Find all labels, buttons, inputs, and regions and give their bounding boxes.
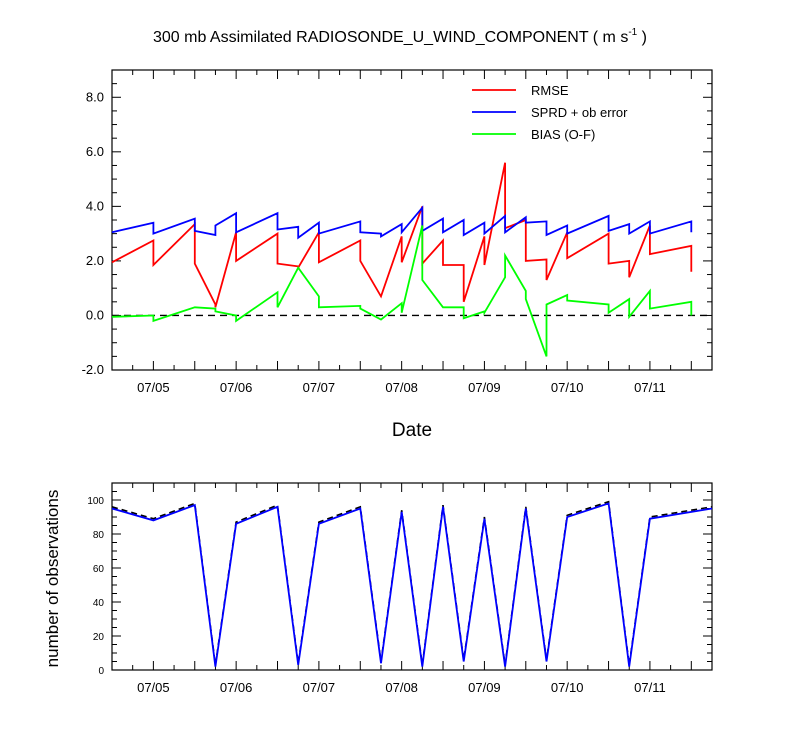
panel2-series-line-used	[111, 502, 713, 667]
panel1-chart-title-suffix: )	[637, 29, 647, 46]
panel1-x-tick-label-3: 07/08	[385, 380, 418, 395]
panel1-x-tick-label-0: 07/05	[137, 380, 170, 395]
panel1-legend-label-1: SPRD + ob error	[531, 105, 628, 120]
panel2-y-axis-label: number of observations	[43, 490, 62, 668]
panel2-x-tick-label-6: 07/11	[634, 680, 666, 695]
panel2-x-tick-label-3: 07/08	[385, 680, 418, 695]
panel1-chart-title: 300 mb Assimilated RADIOSONDE_U_WIND_COM…	[153, 27, 647, 46]
panel1-y-tick-label-1: 0.0	[86, 307, 104, 322]
panel1-chart-title-units-superscript: -1	[628, 27, 637, 38]
panel2-x-tick-label-5: 07/10	[551, 680, 584, 695]
panel2-x-tick-label-2: 07/07	[303, 680, 336, 695]
panel2-y-tick-label-5: 100	[87, 496, 104, 507]
panel2-y-tick-label-3: 60	[93, 564, 105, 575]
panel1-series-line-sprd-ob-error	[111, 205, 693, 240]
panel1-x-tick-label-6: 07/11	[634, 380, 666, 395]
panel1-y-tick-label-5: 8.0	[86, 89, 104, 104]
panel2-x-tick-label-0: 07/05	[137, 680, 170, 695]
panel1-x-tick-label-2: 07/07	[303, 380, 336, 395]
panel2-y-tick-label-4: 80	[93, 530, 105, 541]
panel1-x-tick-label-5: 07/10	[551, 380, 584, 395]
panel1-x-tick-label-4: 07/09	[468, 380, 501, 395]
panel2-x-tick-label-1: 07/06	[220, 680, 253, 695]
panel2-x-tick-label-4: 07/09	[468, 680, 501, 695]
panel1-x-tick-label-1: 07/06	[220, 380, 253, 395]
panel1-y-tick-label-3: 4.0	[86, 198, 104, 213]
panel2-y-tick-label-1: 20	[93, 632, 105, 643]
panel1-series-line-bias-o-f	[111, 225, 693, 357]
panel1-y-tick-label-2: 2.0	[86, 253, 104, 268]
panel2-y-tick-label-2: 40	[93, 598, 105, 609]
panel1-series-line-rmse	[111, 162, 693, 308]
panel2-y-tick-label-0: 0	[98, 666, 104, 677]
panel1-y-tick-label-0: -2.0	[82, 362, 104, 377]
panel1-legend-label-2: BIAS (O-F)	[531, 127, 595, 142]
panel1-legend-label-0: RMSE	[531, 83, 569, 98]
panel1-y-tick-label-4: 6.0	[86, 144, 104, 159]
panel2-plot-frame	[111, 482, 713, 671]
panel1-x-axis-label: Date	[392, 420, 432, 441]
